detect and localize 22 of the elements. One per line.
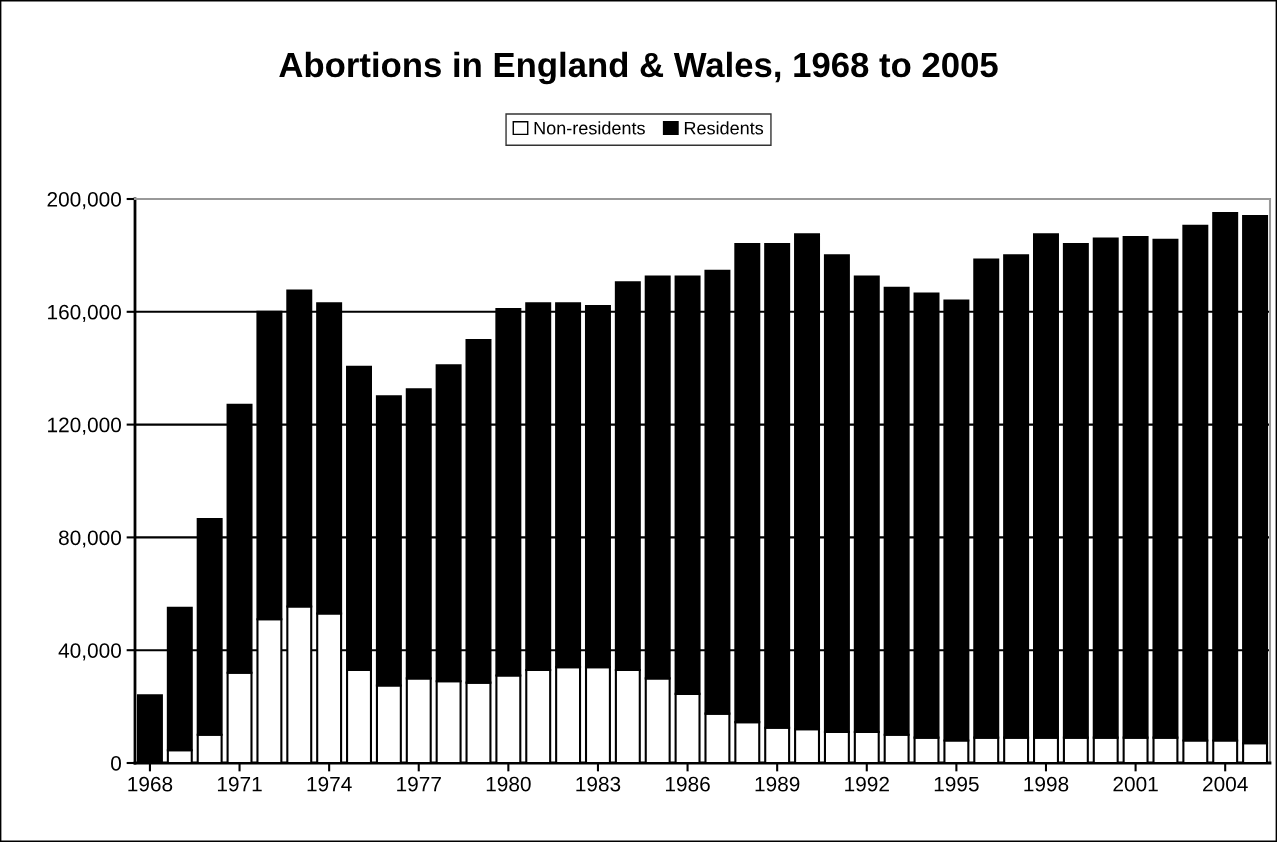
y-tick-label: 160,000 [48, 304, 121, 323]
x-tick-label: 1983 [576, 776, 621, 792]
x-tick-label: 1986 [665, 776, 710, 792]
x-tick-label: 1980 [486, 776, 531, 792]
x-tick-label: 1995 [934, 776, 979, 792]
y-tick-label: 40,000 [58, 643, 121, 661]
y-tick-label: 200,000 [47, 192, 121, 210]
chart-title: Abortions in England & Wales, 1968 to 2005 [279, 51, 998, 85]
legend-label: Residents [684, 121, 764, 135]
x-tick-label: 1968 [128, 776, 173, 792]
x-tick-label: 1974 [307, 776, 352, 792]
x-tick-label: 1998 [1024, 776, 1069, 792]
x-tick-label: 1971 [217, 776, 262, 792]
y-tick-label: 0 [111, 756, 121, 771]
y-tick-label: 120,000 [48, 417, 121, 435]
legend-label: Non-residents [534, 121, 645, 135]
x-tick-label: 1992 [845, 776, 889, 792]
y-tick-label: 80,000 [59, 530, 121, 548]
x-tick-label: 2001 [1113, 776, 1158, 792]
x-tick-label: 2004 [1203, 776, 1248, 792]
x-tick-label: 1977 [397, 776, 441, 792]
x-tick-label: 1989 [755, 776, 800, 792]
